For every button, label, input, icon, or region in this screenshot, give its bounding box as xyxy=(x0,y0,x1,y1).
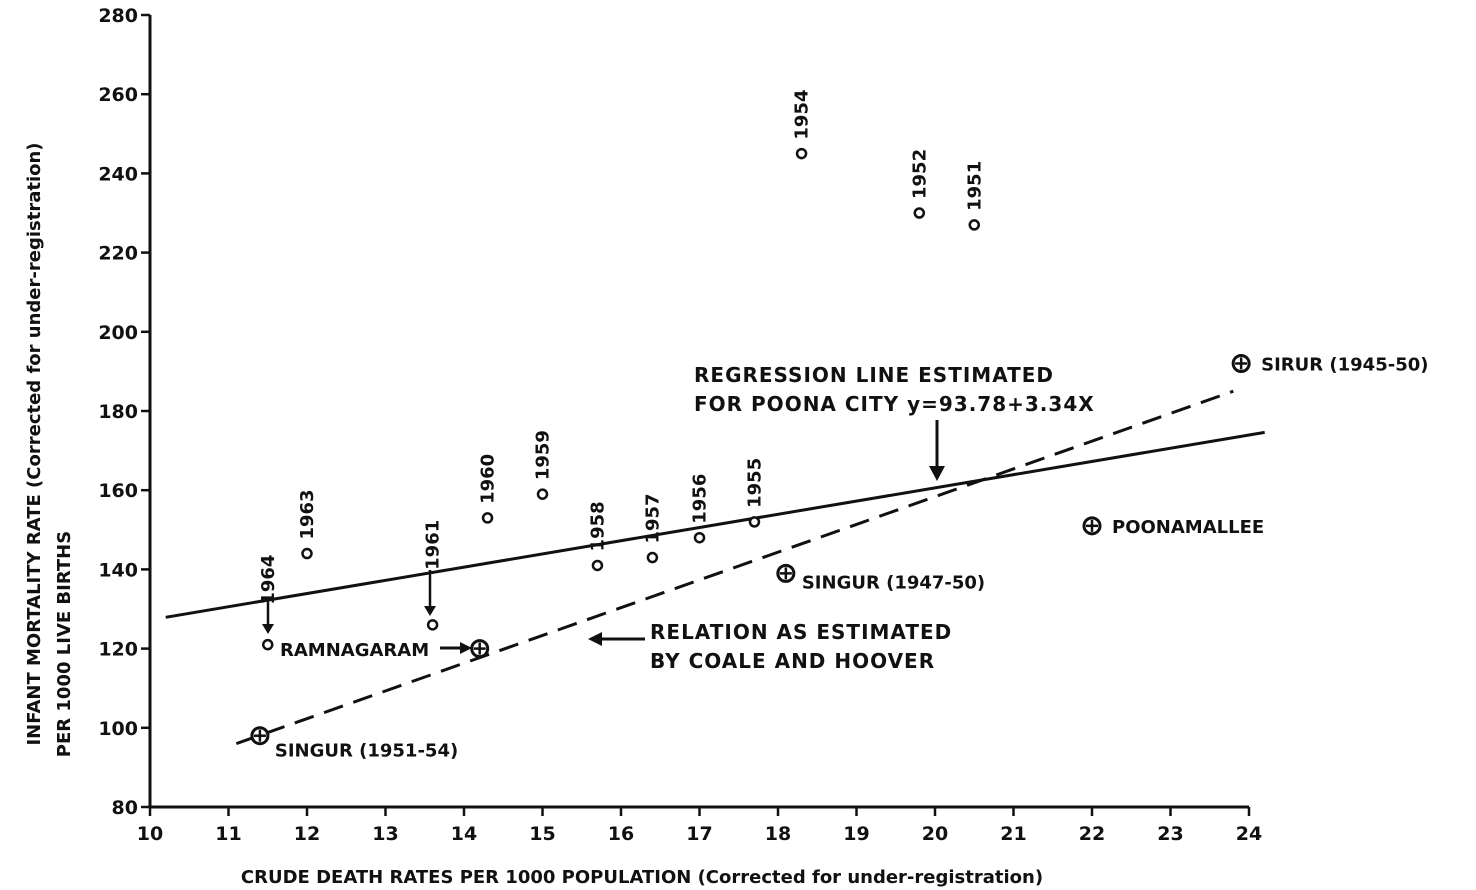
point-place-label: POONAMALLEE xyxy=(1112,517,1264,538)
y-tick-label: 140 xyxy=(98,559,138,581)
x-tick-label: 13 xyxy=(372,823,398,845)
y-axis-label-line1: INFANT MORTALITY RATE (Corrected for und… xyxy=(24,142,45,745)
coale-hoover-annotation-line2: BY COALE AND HOOVER xyxy=(650,649,935,673)
x-tick-label: 19 xyxy=(843,823,869,845)
y-axis-label-line2: PER 1000 LIVE BIRTHS xyxy=(54,531,75,757)
x-tick-label: 14 xyxy=(451,823,477,845)
y-tick-label: 240 xyxy=(98,163,138,185)
data-point xyxy=(591,559,604,572)
data-point xyxy=(301,547,313,560)
x-tick-label: 17 xyxy=(686,823,712,845)
x-tick-label: 24 xyxy=(1236,823,1262,845)
data-point xyxy=(968,219,980,231)
point-year-label: 1964 xyxy=(258,555,279,605)
point-year-label: 1956 xyxy=(690,474,711,524)
point-place-label: SIRUR (1945-50) xyxy=(1261,354,1428,375)
y-tick-label: 220 xyxy=(98,243,138,265)
label-1961-arrow xyxy=(424,570,436,616)
x-tick-label: 16 xyxy=(608,823,634,845)
point-year-label: 1960 xyxy=(478,454,499,504)
point-year-label: 1958 xyxy=(587,501,608,551)
data-point xyxy=(262,638,274,651)
point-year-label: 1952 xyxy=(909,149,930,199)
point-year-label: 1955 xyxy=(744,458,765,508)
data-point xyxy=(913,207,926,219)
coale-hoover-annotation-line1: RELATION AS ESTIMATED xyxy=(650,620,952,644)
x-tick-label: 11 xyxy=(215,823,241,845)
regression-arrow xyxy=(929,420,945,481)
x-tick-label: 18 xyxy=(765,823,791,845)
point-place-label: SINGUR (1947-50) xyxy=(802,572,985,593)
data-point xyxy=(646,551,659,564)
chart-text: CRUDE DEATH RATES PER 1000 POPULATION (C… xyxy=(24,142,1095,888)
data-point xyxy=(426,619,439,631)
x-tick-label: 21 xyxy=(1000,823,1026,845)
y-tick-label: 160 xyxy=(98,480,138,502)
y-tick-label: 80 xyxy=(112,797,138,819)
relation-lines xyxy=(165,389,1265,746)
point-year-label: 1963 xyxy=(297,489,318,539)
y-tick-label: 200 xyxy=(98,322,138,344)
y-tick-label: 180 xyxy=(98,401,138,423)
data-point xyxy=(481,512,494,524)
data-point xyxy=(536,488,549,500)
point-place-label: SINGUR (1951-54) xyxy=(275,741,458,762)
label-1964-arrow xyxy=(262,597,274,634)
ramnagaram-label: RAMNAGARAM xyxy=(280,640,429,661)
annotation-arrows xyxy=(262,420,945,654)
x-tick-label: 23 xyxy=(1157,823,1183,845)
coale-hoover-line xyxy=(235,389,1234,746)
point-year-label: 1954 xyxy=(792,89,813,139)
point-year-label: 1951 xyxy=(964,161,985,211)
x-tick-label: 22 xyxy=(1079,823,1105,845)
axes: 10 11 12 13 14 15 16 17 18 19 20 21 22 23 24 80 100 120 14… xyxy=(98,5,1262,845)
y-tick-label: 100 xyxy=(98,718,138,740)
x-tick-label: 15 xyxy=(529,823,555,845)
regression-annotation-line1: REGRESSION LINE ESTIMATED xyxy=(694,363,1054,387)
coale-hoover-arrow xyxy=(588,632,645,646)
data-points: 1954 1952 1951 1963 1964 1961 1960 1959 1958 1957… xyxy=(250,89,1428,762)
x-tick-label: 12 xyxy=(294,823,320,845)
ramnagaram-arrow xyxy=(440,642,472,654)
x-tick-label: 10 xyxy=(137,823,163,845)
point-year-label: 1957 xyxy=(642,493,663,543)
data-point xyxy=(748,516,761,528)
data-point xyxy=(693,531,706,544)
regression-annotation-line2: FOR POONA CITY y=93.78+3.34X xyxy=(694,392,1095,416)
x-tick-label: 20 xyxy=(922,823,948,845)
point-year-label: 1959 xyxy=(533,430,554,480)
y-tick-label: 260 xyxy=(98,84,138,106)
y-tick-label: 120 xyxy=(98,639,138,661)
regression-line xyxy=(165,430,1265,619)
data-point xyxy=(795,147,808,160)
y-tick-label: 280 xyxy=(98,5,138,27)
point-year-label: 1961 xyxy=(423,520,444,570)
x-axis-label: CRUDE DEATH RATES PER 1000 POPULATION (C… xyxy=(241,867,1043,888)
